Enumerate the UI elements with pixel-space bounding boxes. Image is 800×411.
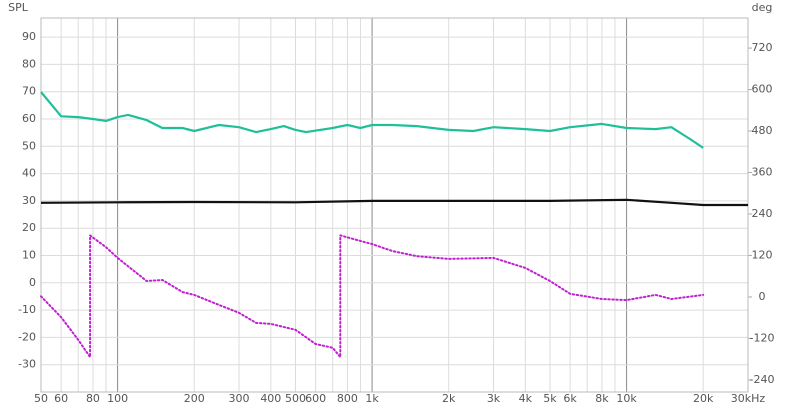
x-tick-label: 3k [487, 392, 501, 405]
x-tick-label: 8k [595, 392, 609, 405]
x-tick-label: 2k [442, 392, 456, 405]
y2-tick-label: 240 [752, 207, 773, 220]
y2-tick-label: 360 [752, 166, 773, 179]
y-tick-label: -20 [18, 330, 36, 343]
y-axis-label: SPL [8, 1, 29, 14]
y2-tick-label: 0 [759, 290, 766, 303]
x-tick-label: 50 [34, 392, 48, 405]
series-line [40, 91, 704, 149]
y-tick-label: -30 [18, 358, 36, 371]
y-tick-label: 40 [22, 167, 36, 180]
y-tick-label: 90 [22, 30, 36, 43]
y2-tick-label: -240 [750, 373, 775, 386]
y-tick-label: 30 [22, 194, 36, 207]
y-tick-label: -10 [18, 303, 36, 316]
y2-tick-label: 480 [752, 124, 773, 137]
y-tick-label: 80 [22, 57, 36, 70]
x-tick-label: 400 [260, 392, 281, 405]
y2-tick-label: -120 [750, 331, 775, 344]
x-tick-label: 10k [616, 392, 637, 405]
y2-axis-label: deg [752, 1, 773, 14]
y-tick-label: 0 [29, 276, 36, 289]
x-tick-label: 800 [337, 392, 358, 405]
y2-tick-label: 600 [752, 83, 773, 96]
x-tick-label: 300 [229, 392, 250, 405]
x-tick-label: 20k [693, 392, 714, 405]
y2-tick-label: 120 [752, 248, 773, 261]
x-tick-label: 500 [285, 392, 306, 405]
x-tick-label: 30kHz [731, 392, 766, 405]
x-tick-label: 100 [107, 392, 128, 405]
x-tick-label: 1k [365, 392, 379, 405]
x-tick-label: 60 [54, 392, 68, 405]
x-tick-label: 80 [86, 392, 100, 405]
series-line [40, 198, 748, 207]
y-tick-label: 20 [22, 221, 36, 234]
x-tick-label: 600 [305, 392, 326, 405]
x-tick-label: 5k [543, 392, 557, 405]
y-tick-label: 10 [22, 249, 36, 262]
y-tick-label: 70 [22, 85, 36, 98]
series-line [40, 234, 705, 359]
y2-tick-label: 720 [752, 41, 773, 54]
y-tick-label: 60 [22, 112, 36, 125]
x-tick-label: 4k [519, 392, 533, 405]
x-tick-label: 6k [563, 392, 577, 405]
x-tick-label: 200 [184, 392, 205, 405]
y-tick-label: 50 [22, 139, 36, 152]
